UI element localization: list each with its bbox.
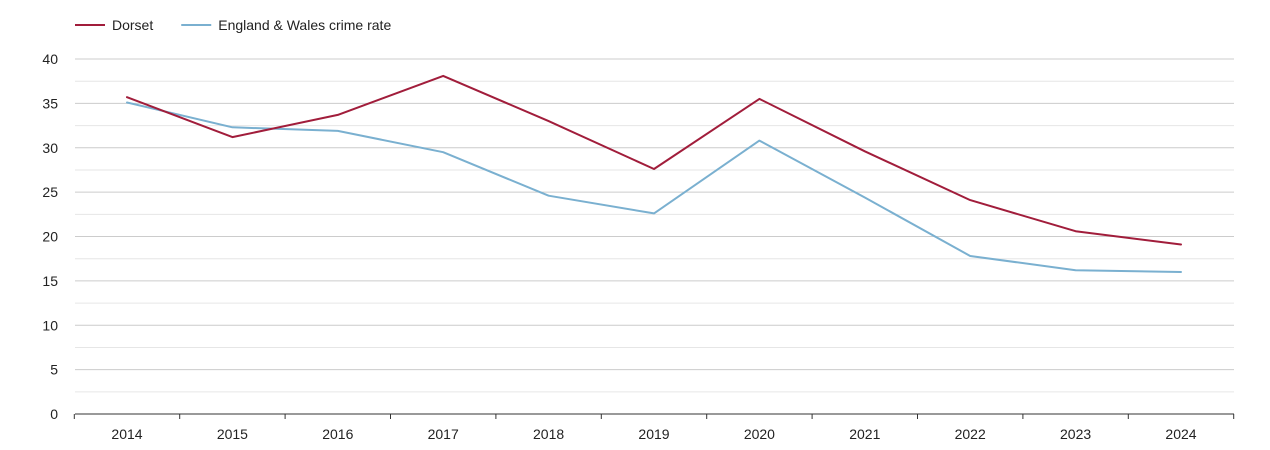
data-point-dorset: [336, 113, 340, 117]
legend: Dorset England & Wales crime rate: [75, 17, 391, 33]
data-point-dorset: [1179, 242, 1183, 246]
data-point-dorset: [863, 149, 867, 153]
x-tick-label: 2023: [1060, 426, 1091, 442]
data-point-dorset: [968, 198, 972, 202]
y-tick-label: 25: [42, 184, 58, 200]
data-point-dorset: [441, 74, 445, 78]
legend-item-dorset: Dorset: [75, 17, 153, 33]
x-tick-label: 2017: [428, 426, 459, 442]
data-point-england-wales-crime-rate: [652, 211, 656, 215]
data-point-dorset: [652, 167, 656, 171]
data-point-england-wales-crime-rate: [336, 129, 340, 133]
data-point-dorset: [757, 97, 761, 101]
series-line-dorset: [126, 74, 1182, 246]
data-point-england-wales-crime-rate: [968, 254, 972, 258]
legend-item-england-wales-crime-rate: England & Wales crime rate: [181, 17, 391, 33]
series-line-england-wales-crime-rate: [126, 101, 1182, 273]
grid-layer: [75, 58, 1234, 393]
data-point-england-wales-crime-rate: [863, 195, 867, 199]
x-tick-label: 2018: [533, 426, 564, 442]
data-point-england-wales-crime-rate: [230, 125, 234, 129]
data-point-dorset: [125, 95, 129, 99]
legend-label: Dorset: [112, 17, 153, 33]
data-point-england-wales-crime-rate: [125, 100, 129, 104]
y-tick-label: 15: [42, 273, 58, 289]
axis-layer: 0 5 10 15 20 25 30 35 40 2014 2015 2016 2017 2018 2019…: [42, 51, 1235, 442]
y-tick-label: 35: [42, 95, 58, 111]
data-point-england-wales-crime-rate: [1074, 268, 1078, 272]
x-tick-label: 2024: [1165, 426, 1196, 442]
data-point-dorset: [547, 119, 551, 123]
y-tick-label: 30: [42, 140, 58, 156]
y-tick-label: 0: [50, 406, 58, 422]
y-tick-label: 40: [42, 51, 58, 67]
legend-label: England & Wales crime rate: [218, 17, 391, 33]
x-tick-label: 2016: [322, 426, 353, 442]
x-tick-label: 2019: [638, 426, 669, 442]
x-tick-label: 2021: [849, 426, 880, 442]
data-point-england-wales-crime-rate: [547, 194, 551, 198]
data-point-england-wales-crime-rate: [1179, 270, 1183, 274]
x-tick-label: 2022: [955, 426, 986, 442]
data-point-england-wales-crime-rate: [757, 139, 761, 143]
y-tick-label: 20: [42, 229, 58, 245]
data-point-dorset: [230, 135, 234, 139]
series-layer: [125, 74, 1183, 274]
y-tick-label: 5: [50, 362, 58, 378]
data-point-dorset: [1074, 229, 1078, 233]
data-point-england-wales-crime-rate: [441, 150, 445, 154]
x-tick-label: 2020: [744, 426, 775, 442]
x-tick-label: 2014: [111, 426, 142, 442]
x-tick-label: 2015: [217, 426, 248, 442]
y-tick-label: 10: [42, 317, 58, 333]
